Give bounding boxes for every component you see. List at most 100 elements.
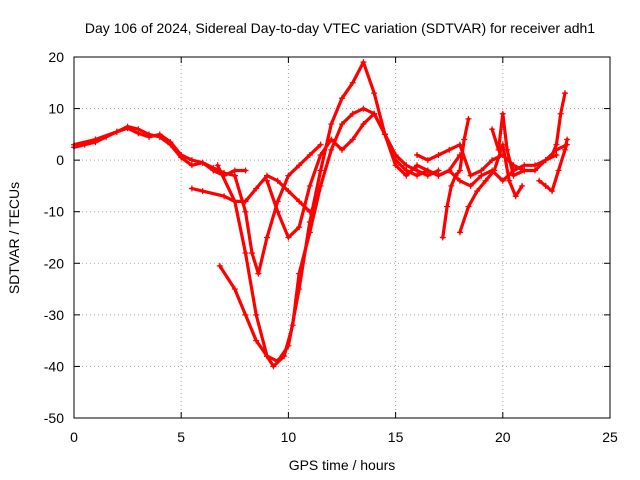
data-point: [285, 342, 292, 349]
data-point: [564, 136, 571, 143]
data-point: [446, 167, 453, 174]
data-point: [371, 110, 378, 117]
series-track-4: [233, 143, 323, 276]
data-point: [349, 136, 356, 143]
data-point: [521, 167, 528, 174]
data-point: [424, 172, 431, 179]
data-point: [274, 358, 281, 365]
data-point: [414, 162, 421, 169]
series-track-13: [550, 91, 567, 157]
data-point: [561, 90, 568, 97]
data-point: [499, 141, 506, 148]
data-point: [461, 136, 468, 143]
y-tick-label: 0: [56, 152, 64, 168]
data-point: [510, 172, 517, 179]
data-point: [328, 136, 335, 143]
data-point: [306, 151, 313, 158]
data-point: [474, 188, 481, 195]
data-point: [253, 311, 260, 318]
data-point: [124, 123, 131, 130]
data-point: [414, 167, 421, 174]
plot-frame: [73, 56, 611, 419]
data-point: [349, 79, 356, 86]
data-point: [495, 146, 502, 153]
data-point: [263, 353, 270, 360]
data-point: [504, 146, 511, 153]
data-point: [482, 177, 489, 184]
data-point: [216, 262, 223, 269]
y-tick-label: -50: [44, 410, 64, 426]
data-point: [446, 146, 453, 153]
data-point: [210, 167, 217, 174]
data-point: [456, 229, 463, 236]
data-point: [231, 167, 238, 174]
data-point: [199, 159, 206, 166]
data-point: [263, 177, 270, 184]
data-point: [231, 198, 238, 205]
data-point: [317, 167, 324, 174]
data-point: [555, 167, 562, 174]
data-point: [242, 208, 249, 215]
data-point: [242, 311, 249, 318]
data-point: [553, 141, 560, 148]
data-point: [403, 167, 410, 174]
data-point: [414, 151, 421, 158]
axis-ticks: [73, 56, 611, 419]
data-point: [199, 188, 206, 195]
series-track-11: [490, 112, 526, 178]
data-point: [381, 131, 388, 138]
data-point: [188, 162, 195, 169]
data-point: [306, 182, 313, 189]
data-point: [317, 141, 324, 148]
data-point: [424, 157, 431, 164]
data-point: [296, 286, 303, 293]
series-track-3: [190, 174, 312, 214]
data-point: [414, 172, 421, 179]
data-point: [263, 172, 270, 179]
data-point: [274, 208, 281, 215]
data-point: [531, 162, 538, 169]
data-point: [339, 121, 345, 128]
data-point: [296, 162, 303, 169]
y-tick-label: 10: [48, 101, 64, 117]
data-point: [403, 162, 410, 169]
y-tick-label: -30: [44, 307, 64, 323]
x-tick-label: 0: [70, 429, 78, 445]
data-point: [557, 110, 564, 117]
data-point: [306, 219, 313, 226]
data-point: [499, 177, 506, 184]
data-point: [135, 126, 142, 133]
data-point: [536, 177, 543, 184]
series-track-5: [216, 107, 441, 368]
data-point: [253, 337, 260, 344]
data-point: [424, 167, 431, 174]
data-point: [231, 286, 238, 293]
data-point: [444, 203, 451, 210]
y-tick-label: -10: [44, 204, 64, 220]
data-point: [255, 270, 262, 277]
data-point: [274, 177, 281, 184]
data-point: [435, 172, 442, 179]
data-point: [167, 141, 174, 148]
data-point: [467, 182, 474, 189]
y-tick-labels: -50 -40 -30 -20 -10 0 10 20: [44, 49, 64, 426]
data-point: [113, 128, 120, 135]
data-point: [435, 167, 442, 174]
data-point: [392, 162, 399, 169]
data-point: [435, 151, 442, 158]
data-point: [489, 126, 496, 133]
data-point: [499, 110, 506, 117]
data-point: [456, 177, 463, 184]
data-point: [339, 146, 345, 153]
y-tick-label: -40: [44, 358, 64, 374]
y-tick-label: 20: [48, 49, 64, 65]
data-point: [296, 198, 303, 205]
data-series: [71, 59, 571, 370]
data-point: [263, 234, 270, 241]
data-point: [531, 167, 538, 174]
data-point: [542, 157, 549, 164]
data-point: [456, 167, 463, 174]
data-point: [549, 188, 556, 195]
data-point: [360, 59, 367, 66]
